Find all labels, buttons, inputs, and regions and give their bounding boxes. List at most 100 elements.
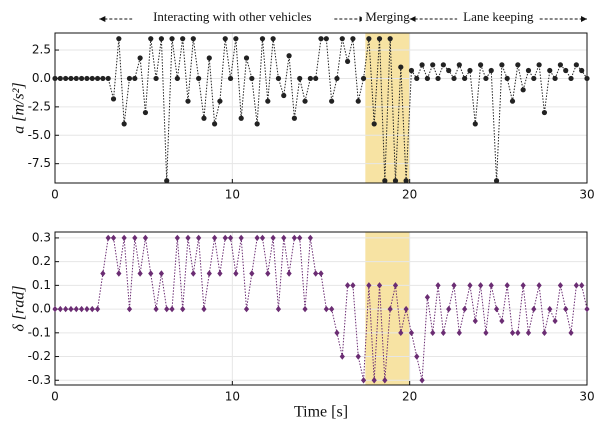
data-point (291, 234, 297, 242)
data-point (185, 234, 191, 242)
data-point (509, 329, 516, 337)
data-point (478, 62, 484, 68)
y-tick-label: -0.3 (28, 373, 51, 387)
data-point (568, 329, 574, 337)
data-point (552, 317, 558, 325)
data-point (339, 36, 345, 42)
data-point (493, 178, 500, 184)
data-point (158, 270, 164, 277)
y-tick-label: 0.3 (32, 230, 51, 244)
data-point (366, 282, 372, 289)
data-point (153, 305, 159, 313)
x-tick-label: 0 (51, 188, 59, 202)
data-point (355, 98, 361, 104)
data-point (121, 234, 127, 242)
x-tick-label: 30 (579, 390, 594, 404)
data-point (291, 115, 297, 121)
plot-frame (54, 32, 588, 184)
data-point (419, 62, 425, 68)
data-point (440, 329, 446, 337)
data-point (488, 282, 494, 289)
data-point (398, 64, 404, 70)
data-point (430, 329, 436, 337)
subplot: 0.3 0.2 0.1 0.0 -0.1 -0.2 -0.30 10 20 30 δ [rad] Ti… (11, 230, 595, 420)
annotation: Merging (365, 9, 410, 24)
data-point (536, 282, 542, 289)
data-point (116, 36, 122, 42)
data-point (110, 234, 117, 242)
data-point (180, 305, 186, 313)
data-point (323, 36, 329, 42)
data-point (414, 75, 420, 82)
data-point (408, 329, 415, 337)
data-point (323, 305, 329, 313)
data-point (488, 67, 494, 74)
data-point (462, 305, 468, 313)
data-point (174, 75, 180, 82)
data-point (158, 36, 164, 42)
data-point (89, 75, 95, 82)
data-point (376, 282, 383, 289)
data-point (206, 55, 212, 61)
data-point (307, 234, 313, 242)
data-point (196, 234, 202, 242)
data-point (126, 305, 133, 313)
data-point (446, 305, 452, 313)
data-point (265, 270, 271, 277)
data-point (148, 36, 154, 42)
data-point (573, 282, 579, 289)
y-axis-label: a [m/s²] (11, 82, 28, 133)
data-point (79, 75, 85, 82)
y-tick-label: -0.2 (28, 349, 51, 363)
data-point (329, 305, 335, 313)
data-point (105, 234, 111, 242)
data-point (94, 75, 101, 82)
data-point (318, 36, 324, 42)
data-point (355, 353, 361, 360)
data-point (531, 75, 537, 82)
data-point (190, 36, 196, 42)
data-point (462, 75, 468, 82)
data-point (547, 67, 553, 74)
data-point (584, 75, 590, 82)
data-point (531, 305, 537, 313)
data-point (435, 75, 441, 82)
data-point (254, 121, 260, 127)
data-point (557, 62, 564, 68)
data-point (387, 36, 393, 42)
data-point (446, 67, 452, 74)
data-point (212, 121, 218, 127)
data-point (201, 305, 207, 313)
data-point (478, 282, 484, 289)
y-tick-label: -0.1 (28, 325, 51, 339)
data-point (387, 305, 393, 313)
data-point (525, 67, 532, 74)
x-axis-label: Time [s] (294, 404, 348, 421)
data-point (148, 270, 154, 277)
data-point (366, 36, 372, 42)
data-point (196, 75, 202, 82)
data-point (499, 317, 505, 325)
data-point (68, 75, 74, 82)
data-point (89, 305, 95, 313)
y-tick-label: 0.0 (32, 302, 51, 316)
y-tick-label: -5.0 (28, 128, 51, 142)
data-point (174, 234, 180, 242)
data-point (94, 305, 101, 313)
data-point (424, 75, 430, 82)
data-point (132, 75, 138, 82)
x-tick-label: 20 (402, 188, 417, 202)
data-point (525, 329, 532, 337)
data-point (376, 36, 383, 42)
data-point (206, 270, 212, 277)
data-point (334, 329, 340, 337)
data-point (467, 67, 473, 74)
data-point (243, 55, 250, 61)
data-point (504, 75, 510, 82)
data-point (552, 75, 558, 82)
data-point (73, 305, 79, 313)
data-point (345, 58, 351, 65)
data-point (520, 282, 526, 289)
data-point (142, 234, 149, 242)
data-point (307, 75, 313, 82)
